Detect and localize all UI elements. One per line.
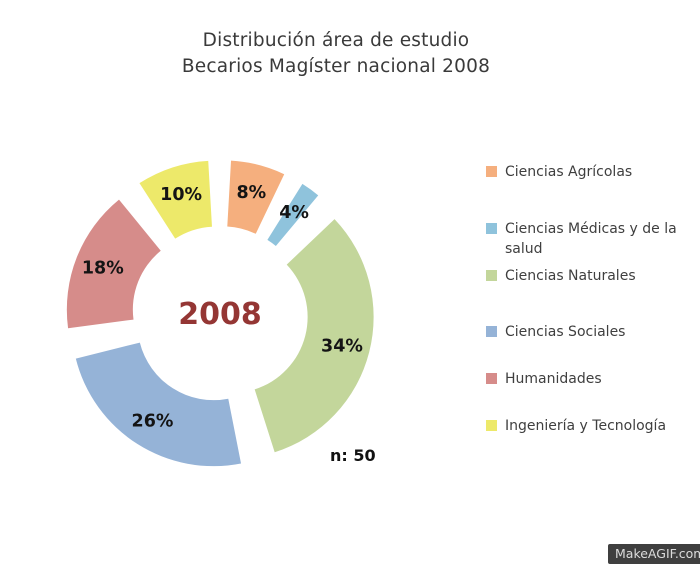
donut-slice-6 bbox=[139, 160, 212, 239]
legend-item-4: Ciencias Sociales bbox=[486, 322, 692, 342]
legend-swatch bbox=[486, 223, 497, 234]
legend-label: Ciencias Agrícolas bbox=[505, 164, 633, 180]
legend-item-2: Ciencias Médicas y de la salud bbox=[486, 219, 692, 259]
donut-center-label: 2008 bbox=[178, 297, 262, 332]
donut-slice-4 bbox=[75, 342, 242, 467]
legend: Ciencias Agrícolas Ciencias Médicas y de… bbox=[486, 0, 692, 570]
chart-title-line2: Becarios Magíster nacional 2008 bbox=[181, 56, 491, 77]
slice-value-label-3: 34% bbox=[321, 336, 363, 356]
legend-label: Ciencias Sociales bbox=[505, 324, 626, 340]
sample-size-label: n: 50 bbox=[330, 446, 376, 465]
legend-swatch bbox=[486, 166, 497, 177]
slice-value-label-1: 8% bbox=[236, 183, 266, 203]
legend-label: Ciencias Naturales bbox=[505, 268, 636, 284]
legend-item-1: Ciencias Agrícolas bbox=[486, 162, 692, 182]
slice-value-label-5: 18% bbox=[82, 259, 124, 279]
slice-value-label-2: 4% bbox=[279, 203, 309, 223]
donut-slice-3 bbox=[254, 219, 374, 453]
watermark: MakeAGIF.com bbox=[608, 544, 700, 564]
donut-slice-2 bbox=[267, 183, 319, 247]
legend-swatch bbox=[486, 420, 497, 431]
legend-swatch bbox=[486, 270, 497, 281]
legend-swatch bbox=[486, 326, 497, 337]
legend-item-5: Humanidades bbox=[486, 369, 692, 389]
donut-slices bbox=[66, 160, 374, 467]
donut-slice-1 bbox=[227, 160, 285, 234]
legend-item-6: Ingeniería y Tecnología bbox=[486, 416, 692, 436]
donut-slice-labels: 8% 4% 34% 26% 18% 10% bbox=[82, 183, 363, 431]
legend-label: Humanidades bbox=[505, 371, 602, 387]
legend-item-3: Ciencias Naturales bbox=[486, 266, 692, 286]
legend-label: Ciencias Médicas y de la salud bbox=[505, 221, 677, 257]
donut-slice-5 bbox=[66, 199, 161, 329]
slice-value-label-6: 10% bbox=[160, 185, 202, 205]
chart-title: Distribución área de estudio Becarios Ma… bbox=[0, 28, 672, 80]
chart-title-line1: Distribución área de estudio bbox=[202, 30, 470, 51]
legend-swatch bbox=[486, 373, 497, 384]
slice-value-label-4: 26% bbox=[132, 411, 174, 431]
legend-label: Ingeniería y Tecnología bbox=[505, 418, 667, 434]
